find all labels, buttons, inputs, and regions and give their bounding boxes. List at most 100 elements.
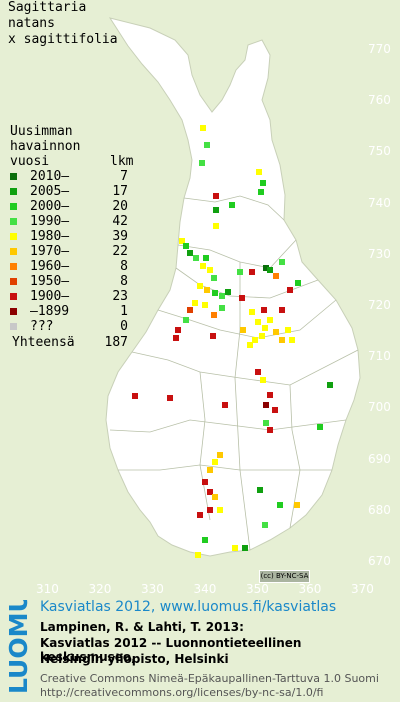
legend-row-count: 42 [112, 214, 128, 229]
occurrence-square [204, 287, 210, 293]
legend-row-count: 39 [112, 229, 128, 244]
legend-header-2: havainnon [10, 139, 81, 154]
finland-map [105, 17, 361, 558]
legend-row-count: 22 [112, 244, 128, 259]
y-tick-label: 690 [368, 451, 391, 466]
occurrence-square [267, 267, 273, 273]
legend-row-label: 1900– [30, 289, 70, 304]
occurrence-square [261, 307, 267, 313]
occurrence-square [287, 287, 293, 293]
occurrence-square [256, 169, 262, 175]
occurrence-square [207, 267, 213, 273]
occurrence-square [187, 307, 193, 313]
legend-swatch [10, 278, 17, 285]
occurrence-square [207, 489, 213, 495]
occurrence-square [263, 420, 269, 426]
citation-line-2: Kasviatlas 2012 -- Luonnontieteellinen k… [40, 636, 302, 664]
occurrence-square [175, 327, 181, 333]
occurrence-square [197, 283, 203, 289]
y-tick-label: 720 [368, 298, 391, 312]
x-tick-label: 340 [193, 582, 217, 596]
occurrence-square [237, 269, 243, 275]
occurrence-square [259, 333, 265, 339]
occurrence-square [222, 402, 228, 408]
legend-row: –1899 1 [10, 304, 140, 319]
occurrence-square [249, 269, 255, 275]
occurrence-square [267, 392, 273, 398]
occurrence-square [263, 265, 269, 271]
species-title: Sagittaria natans x sagittifolia [8, 0, 118, 48]
legend-row-label: 1950– [30, 274, 70, 289]
legend-row-label: ??? [30, 319, 54, 334]
legend-row: ??? 0 [10, 319, 140, 334]
legend-header-year: vuosi [10, 154, 50, 169]
occurrence-square [273, 273, 279, 279]
occurrence-square [211, 312, 217, 318]
legend-swatch [10, 308, 17, 315]
legend-total: Yhteensä 187 [10, 335, 140, 350]
legend-row: 1960– 8 [10, 259, 140, 274]
legend-swatch [10, 188, 17, 195]
y-tick-label: 750 [368, 144, 391, 159]
occurrence-square [277, 502, 283, 508]
occurrence-square [232, 545, 238, 551]
occurrence-square [193, 255, 199, 261]
luomus-logo-text: LUOMUS [4, 600, 33, 694]
legend-rows: 2010– 7 2005– 17 2000– 20 1990– 42 1980– 39 1970– 2… [10, 169, 140, 334]
occurrence-square [279, 337, 285, 343]
occurrence-square [212, 494, 218, 500]
x-tick-label: 370 [351, 582, 374, 596]
legend-row: 2005– 17 [10, 184, 140, 199]
legend-row-count: 1 [120, 304, 128, 319]
legend-header-1: Uusimman [10, 124, 73, 139]
x-tick-label: 320 [88, 582, 112, 596]
occurrence-square [273, 329, 279, 335]
occurrence-square [213, 207, 219, 213]
legend: Uusimman havainnon vuosi lkm 2010– 7 2005–… [10, 124, 140, 350]
occurrence-square [179, 238, 185, 244]
occurrence-square [258, 189, 264, 195]
finland-land [105, 17, 361, 557]
legend-swatch [10, 263, 17, 270]
occurrence-square [252, 337, 258, 343]
citation-line-1: Lampinen, R. & Lahti, T. 2013: [40, 620, 244, 634]
occurrence-square [229, 202, 235, 208]
cc-license-badge[interactable]: (cc) BY-NC-SA [259, 570, 310, 583]
occurrence-square [167, 395, 173, 401]
occurrence-square [173, 335, 179, 341]
occurrence-square [240, 327, 246, 333]
occurrence-square [203, 255, 209, 261]
occurrence-square [192, 300, 198, 306]
occurrence-square [267, 317, 273, 323]
legend-row-label: 2005– [30, 184, 70, 199]
occurrence-square [317, 424, 323, 430]
occurrence-square [260, 377, 266, 383]
legend-swatch [10, 233, 17, 240]
legend-row-count: 0 [120, 319, 128, 334]
occurrence-square [213, 193, 219, 199]
occurrence-square [267, 427, 273, 433]
occurrence-square [242, 545, 248, 551]
occurrence-square [202, 302, 208, 308]
occurrence-square [263, 402, 269, 408]
occurrence-square [213, 223, 219, 229]
occurrence-square [217, 452, 223, 458]
legend-header-count: lkm [110, 154, 134, 169]
legend-header-3: vuosi lkm [10, 154, 140, 169]
cc-license-url[interactable]: http://creativecommons.org/licenses/by-n… [40, 686, 324, 699]
legend-row-label: –1899 [30, 304, 70, 319]
occurrence-square [207, 467, 213, 473]
legend-swatch [10, 218, 17, 225]
legend-row-count: 20 [112, 199, 128, 214]
x-tick-label: 350 [246, 582, 269, 596]
x-tick-label: 360 [298, 582, 322, 596]
y-tick-label: 700 [368, 400, 391, 415]
legend-row-count: 8 [120, 259, 128, 274]
kasviatlas-link[interactable]: Kasviatlas 2012, www.luomus.fi/kasviatla… [40, 599, 337, 615]
occurrence-square [197, 512, 203, 518]
legend-total-count: 187 [104, 335, 128, 350]
occurrence-square [257, 487, 263, 493]
occurrence-square [183, 243, 189, 249]
occurrence-squares [132, 125, 333, 558]
occurrence-square [183, 317, 189, 323]
